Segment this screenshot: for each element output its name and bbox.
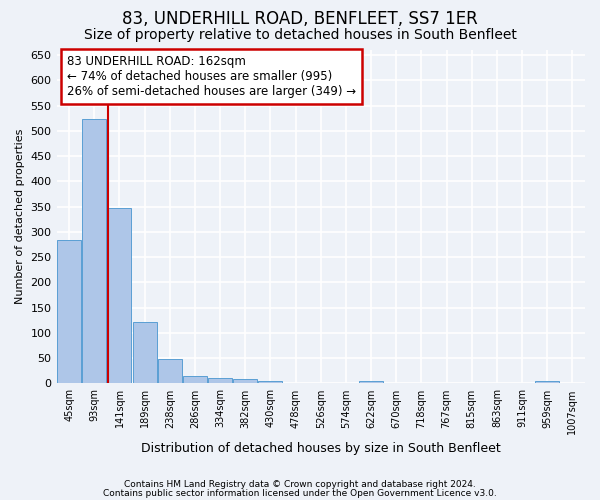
Bar (57, 240, 81, 384)
Bar (208, 378, 232, 384)
Bar (183, 376, 207, 384)
Bar (107, 208, 131, 384)
Bar (158, 359, 182, 384)
X-axis label: Distribution of detached houses by size in South Benfleet: Distribution of detached houses by size … (141, 442, 500, 455)
Bar (82, 118, 106, 384)
Text: Size of property relative to detached houses in South Benfleet: Size of property relative to detached ho… (83, 28, 517, 42)
Text: 83 UNDERHILL ROAD: 162sqm
← 74% of detached houses are smaller (995)
26% of semi: 83 UNDERHILL ROAD: 162sqm ← 74% of detac… (67, 55, 356, 98)
Text: Contains HM Land Registry data © Crown copyright and database right 2024.: Contains HM Land Registry data © Crown c… (124, 480, 476, 489)
Bar (133, 322, 157, 384)
Text: Contains public sector information licensed under the Open Government Licence v3: Contains public sector information licen… (103, 489, 497, 498)
Bar (359, 381, 383, 384)
Bar (535, 381, 559, 384)
Text: 83, UNDERHILL ROAD, BENFLEET, SS7 1ER: 83, UNDERHILL ROAD, BENFLEET, SS7 1ER (122, 10, 478, 28)
Bar (259, 381, 283, 384)
Bar (233, 379, 257, 384)
Y-axis label: Number of detached properties: Number of detached properties (15, 129, 25, 304)
